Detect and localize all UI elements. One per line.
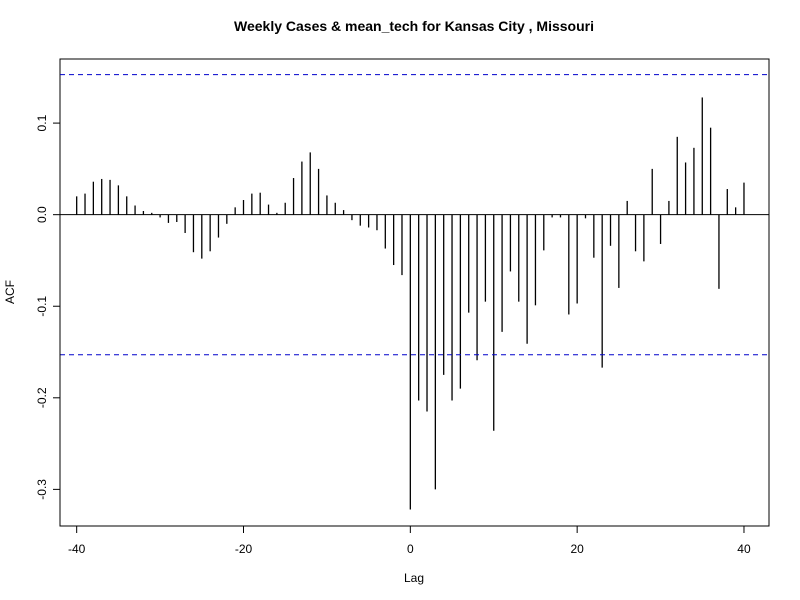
confidence-lines <box>60 74 769 356</box>
acf-bars <box>76 97 745 510</box>
y-tick-label: 0.0 <box>35 206 49 223</box>
x-axis: -40 -20 0 20 40 <box>68 525 751 556</box>
y-axis: -0.3 -0.2 -0.1 0.0 0.1 <box>35 114 61 500</box>
y-tick-label: -0.2 <box>35 387 49 408</box>
x-tick-label: 20 <box>570 542 584 556</box>
chart-title: Weekly Cases & mean_tech for Kansas City… <box>234 18 594 34</box>
x-tick-label: 0 <box>407 542 414 556</box>
y-axis-label: ACF <box>3 280 17 304</box>
x-tick-label: -20 <box>235 542 253 556</box>
y-tick-label: -0.1 <box>35 296 49 317</box>
x-axis-label: Lag <box>404 571 424 585</box>
x-tick-label: 40 <box>737 542 751 556</box>
plot-box <box>59 58 770 527</box>
y-tick-label: -0.3 <box>35 479 49 500</box>
y-tick-label: 0.1 <box>35 114 49 131</box>
x-tick-label: -40 <box>68 542 86 556</box>
